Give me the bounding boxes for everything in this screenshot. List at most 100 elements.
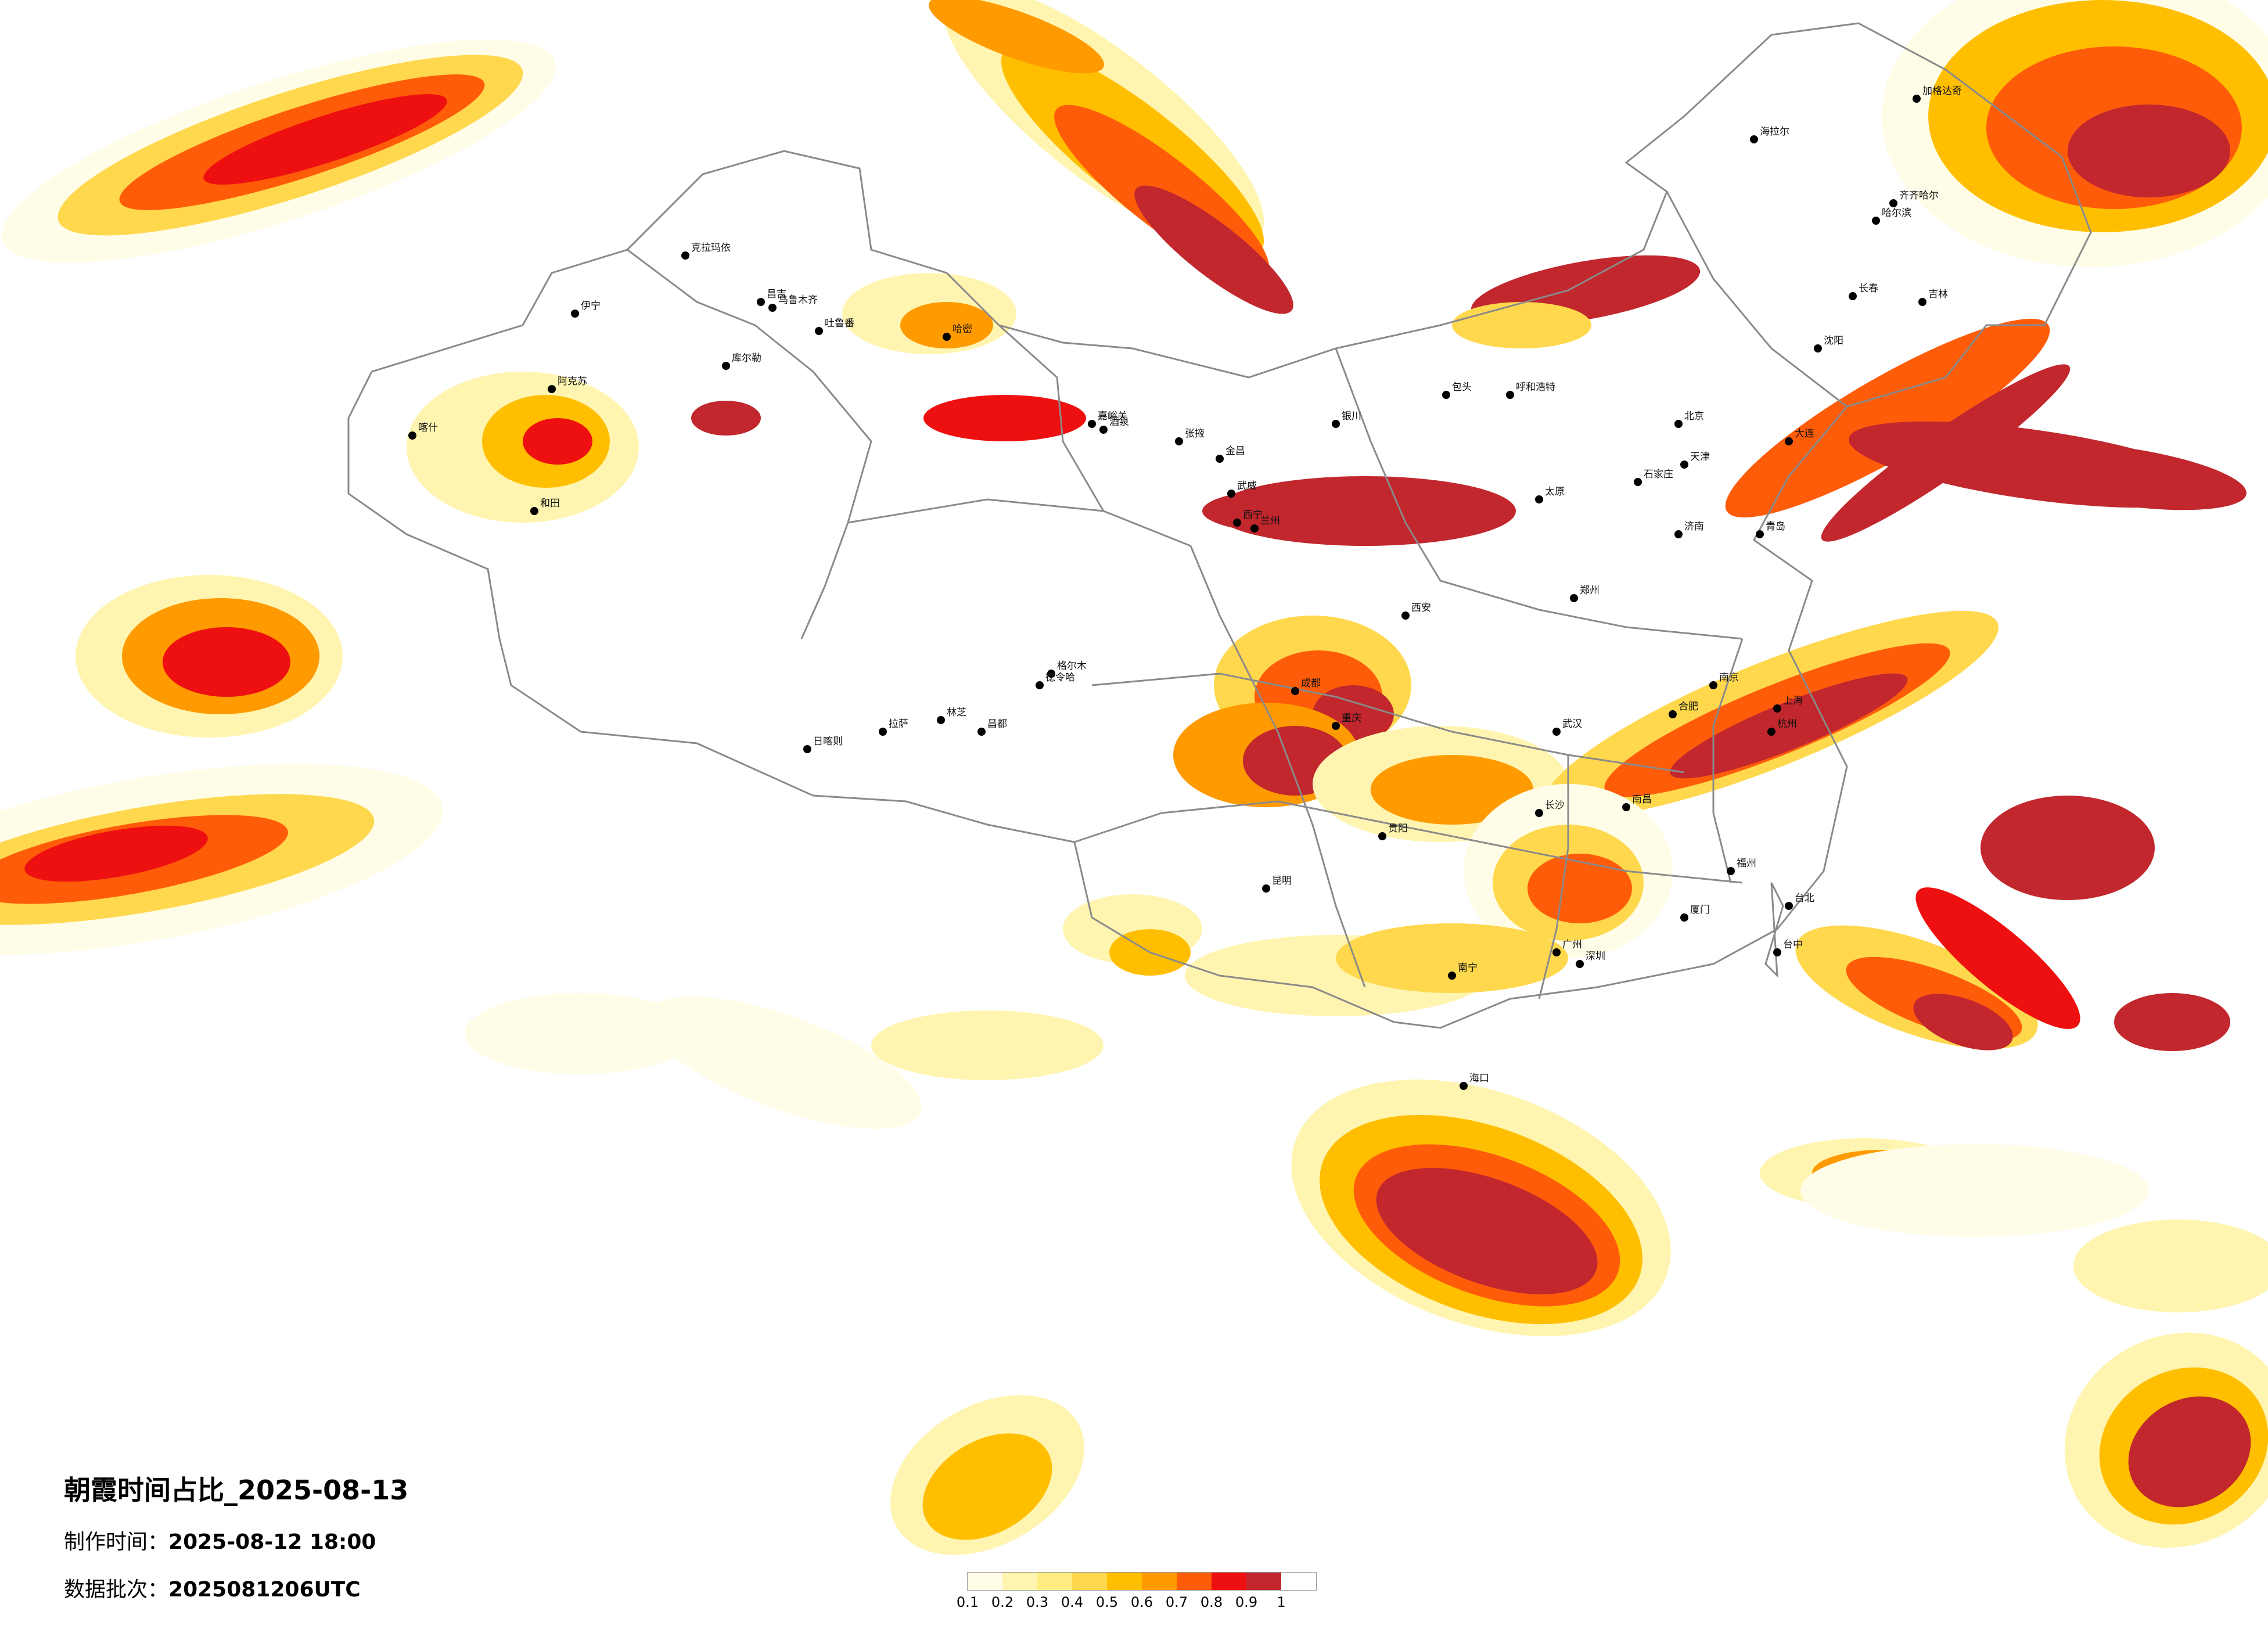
colorbar-swatch — [1002, 1573, 1037, 1590]
city-marker: 沈阳 — [1814, 335, 1843, 352]
colorbar-tick-label: 0.5 — [1095, 1594, 1119, 1610]
probability-patch — [922, 1433, 1052, 1540]
probability-patch — [2073, 1220, 2268, 1312]
city-dot — [757, 298, 765, 306]
probability-patch — [646, 997, 922, 1129]
city-label: 天津 — [1690, 451, 1710, 463]
colorbar-tick-label: 0.2 — [991, 1594, 1014, 1610]
city-label: 上海 — [1783, 695, 1803, 707]
city-dot — [1250, 524, 1259, 533]
city-label: 杭州 — [1777, 718, 1797, 730]
city-marker: 阿克苏 — [548, 376, 587, 393]
probability-fields — [0, 0, 2268, 1555]
city-dot — [1552, 728, 1561, 736]
probability-patch — [1670, 673, 1908, 779]
city-dot — [1669, 710, 1677, 718]
city-dot — [1535, 809, 1543, 817]
city-dot — [1913, 95, 1921, 103]
boundary-line — [1666, 191, 1848, 408]
city-label: 伊宁 — [581, 300, 601, 312]
city-marker: 伊宁 — [571, 300, 601, 318]
made-time-row: 制作时间：2025-08-12 18:00 — [64, 1525, 408, 1555]
colorbar-swatch — [1212, 1573, 1246, 1590]
made-time-value: 2025-08-12 18:00 — [168, 1530, 376, 1554]
city-dot — [1047, 670, 1055, 678]
city-label: 银川 — [1342, 411, 1361, 422]
city-dot — [681, 251, 689, 260]
city-marker: 福州 — [1727, 858, 1756, 875]
city-dot — [768, 304, 777, 312]
city-dot — [1674, 420, 1683, 428]
probability-patch — [24, 825, 208, 882]
city-dot — [1872, 217, 1880, 225]
probability-patch — [1725, 318, 2050, 518]
colorbar-tick-label: 0.6 — [1130, 1594, 1153, 1610]
city-label: 南宁 — [1458, 962, 1478, 974]
city-marker: 哈尔滨 — [1872, 207, 1911, 225]
city-dot — [1036, 681, 1044, 689]
city-label: 郑州 — [1580, 585, 1600, 596]
city-marker: 兰州 — [1250, 515, 1280, 533]
city-marker: 深圳 — [1576, 951, 1605, 968]
city-marker: 上海 — [1773, 695, 1803, 713]
probability-patch — [923, 395, 1086, 441]
colorbar-ticks: 0.1 0.2 0.3 0.4 0.5 0.6 0.7 0.8 0.9 1 — [957, 1594, 1317, 1614]
city-label: 昌都 — [987, 718, 1007, 730]
colorbar-legend: 0.1 0.2 0.3 0.4 0.5 0.6 0.7 0.8 0.9 1 — [957, 1572, 1317, 1614]
city-label: 加格达奇 — [1922, 85, 1962, 97]
city-marker: 海拉尔 — [1750, 126, 1789, 143]
city-marker: 吐鲁番 — [815, 318, 854, 335]
city-label: 拉萨 — [889, 718, 908, 730]
city-dot — [1291, 687, 1299, 695]
probability-patch — [2128, 1396, 2251, 1508]
city-marker: 酒泉 — [1099, 416, 1129, 434]
city-marker: 银川 — [1332, 411, 1361, 428]
city-dot — [1099, 426, 1108, 434]
city-dot — [1756, 530, 1764, 538]
city-label: 青岛 — [1766, 521, 1785, 533]
city-label: 海拉尔 — [1760, 126, 1789, 138]
probability-patch — [1993, 442, 2247, 510]
city-label: 台北 — [1795, 893, 1814, 904]
probability-patch — [900, 302, 993, 348]
city-label: 嘉峪关 — [1098, 411, 1127, 422]
boundary-line — [1712, 638, 1744, 883]
city-dot — [1552, 948, 1561, 956]
title-block: 朝霞时间占比_2025-08-13 制作时间：2025-08-12 18:00 … — [64, 1469, 408, 1603]
city-marker: 加格达奇 — [1913, 85, 1962, 103]
probability-patch — [203, 94, 447, 185]
city-dot — [1889, 199, 1897, 207]
city-label: 吐鲁番 — [825, 318, 854, 329]
city-label: 长春 — [1859, 283, 1878, 294]
boundary-line — [1277, 731, 1366, 988]
probability-patch — [1336, 923, 1568, 993]
probability-patch — [1800, 1144, 2149, 1237]
city-marker: 昌都 — [977, 718, 1007, 736]
city-marker: 金昌 — [1216, 445, 1245, 463]
city-label: 济南 — [1684, 521, 1704, 533]
probability-patch — [1913, 994, 2013, 1051]
city-dot — [977, 728, 986, 736]
data-batch-row: 数据批次：2025081206UTC — [64, 1573, 408, 1603]
data-batch-value: 2025081206UTC — [168, 1578, 361, 1602]
city-dot — [1570, 594, 1578, 602]
city-label: 大连 — [1795, 428, 1814, 440]
city-label: 台中 — [1783, 939, 1803, 951]
city-marker: 克拉玛依 — [681, 242, 731, 260]
city-label: 呼和浩特 — [1516, 382, 1555, 393]
city-dot — [815, 327, 823, 335]
city-label: 海口 — [1469, 1073, 1489, 1084]
city-marker: 西安 — [1401, 602, 1431, 620]
city-dot — [937, 716, 945, 724]
probability-patch — [1527, 854, 1632, 923]
boundary-line — [1764, 882, 1784, 978]
city-marker: 林芝 — [937, 707, 966, 724]
city-label: 深圳 — [1586, 951, 1605, 962]
city-label: 武汉 — [1562, 718, 1582, 730]
city-label: 厦门 — [1690, 904, 1710, 916]
city-dot — [1401, 611, 1410, 620]
city-marker: 德令哈 — [1036, 672, 1075, 689]
city-dot — [1332, 420, 1340, 428]
city-dot — [408, 431, 416, 440]
